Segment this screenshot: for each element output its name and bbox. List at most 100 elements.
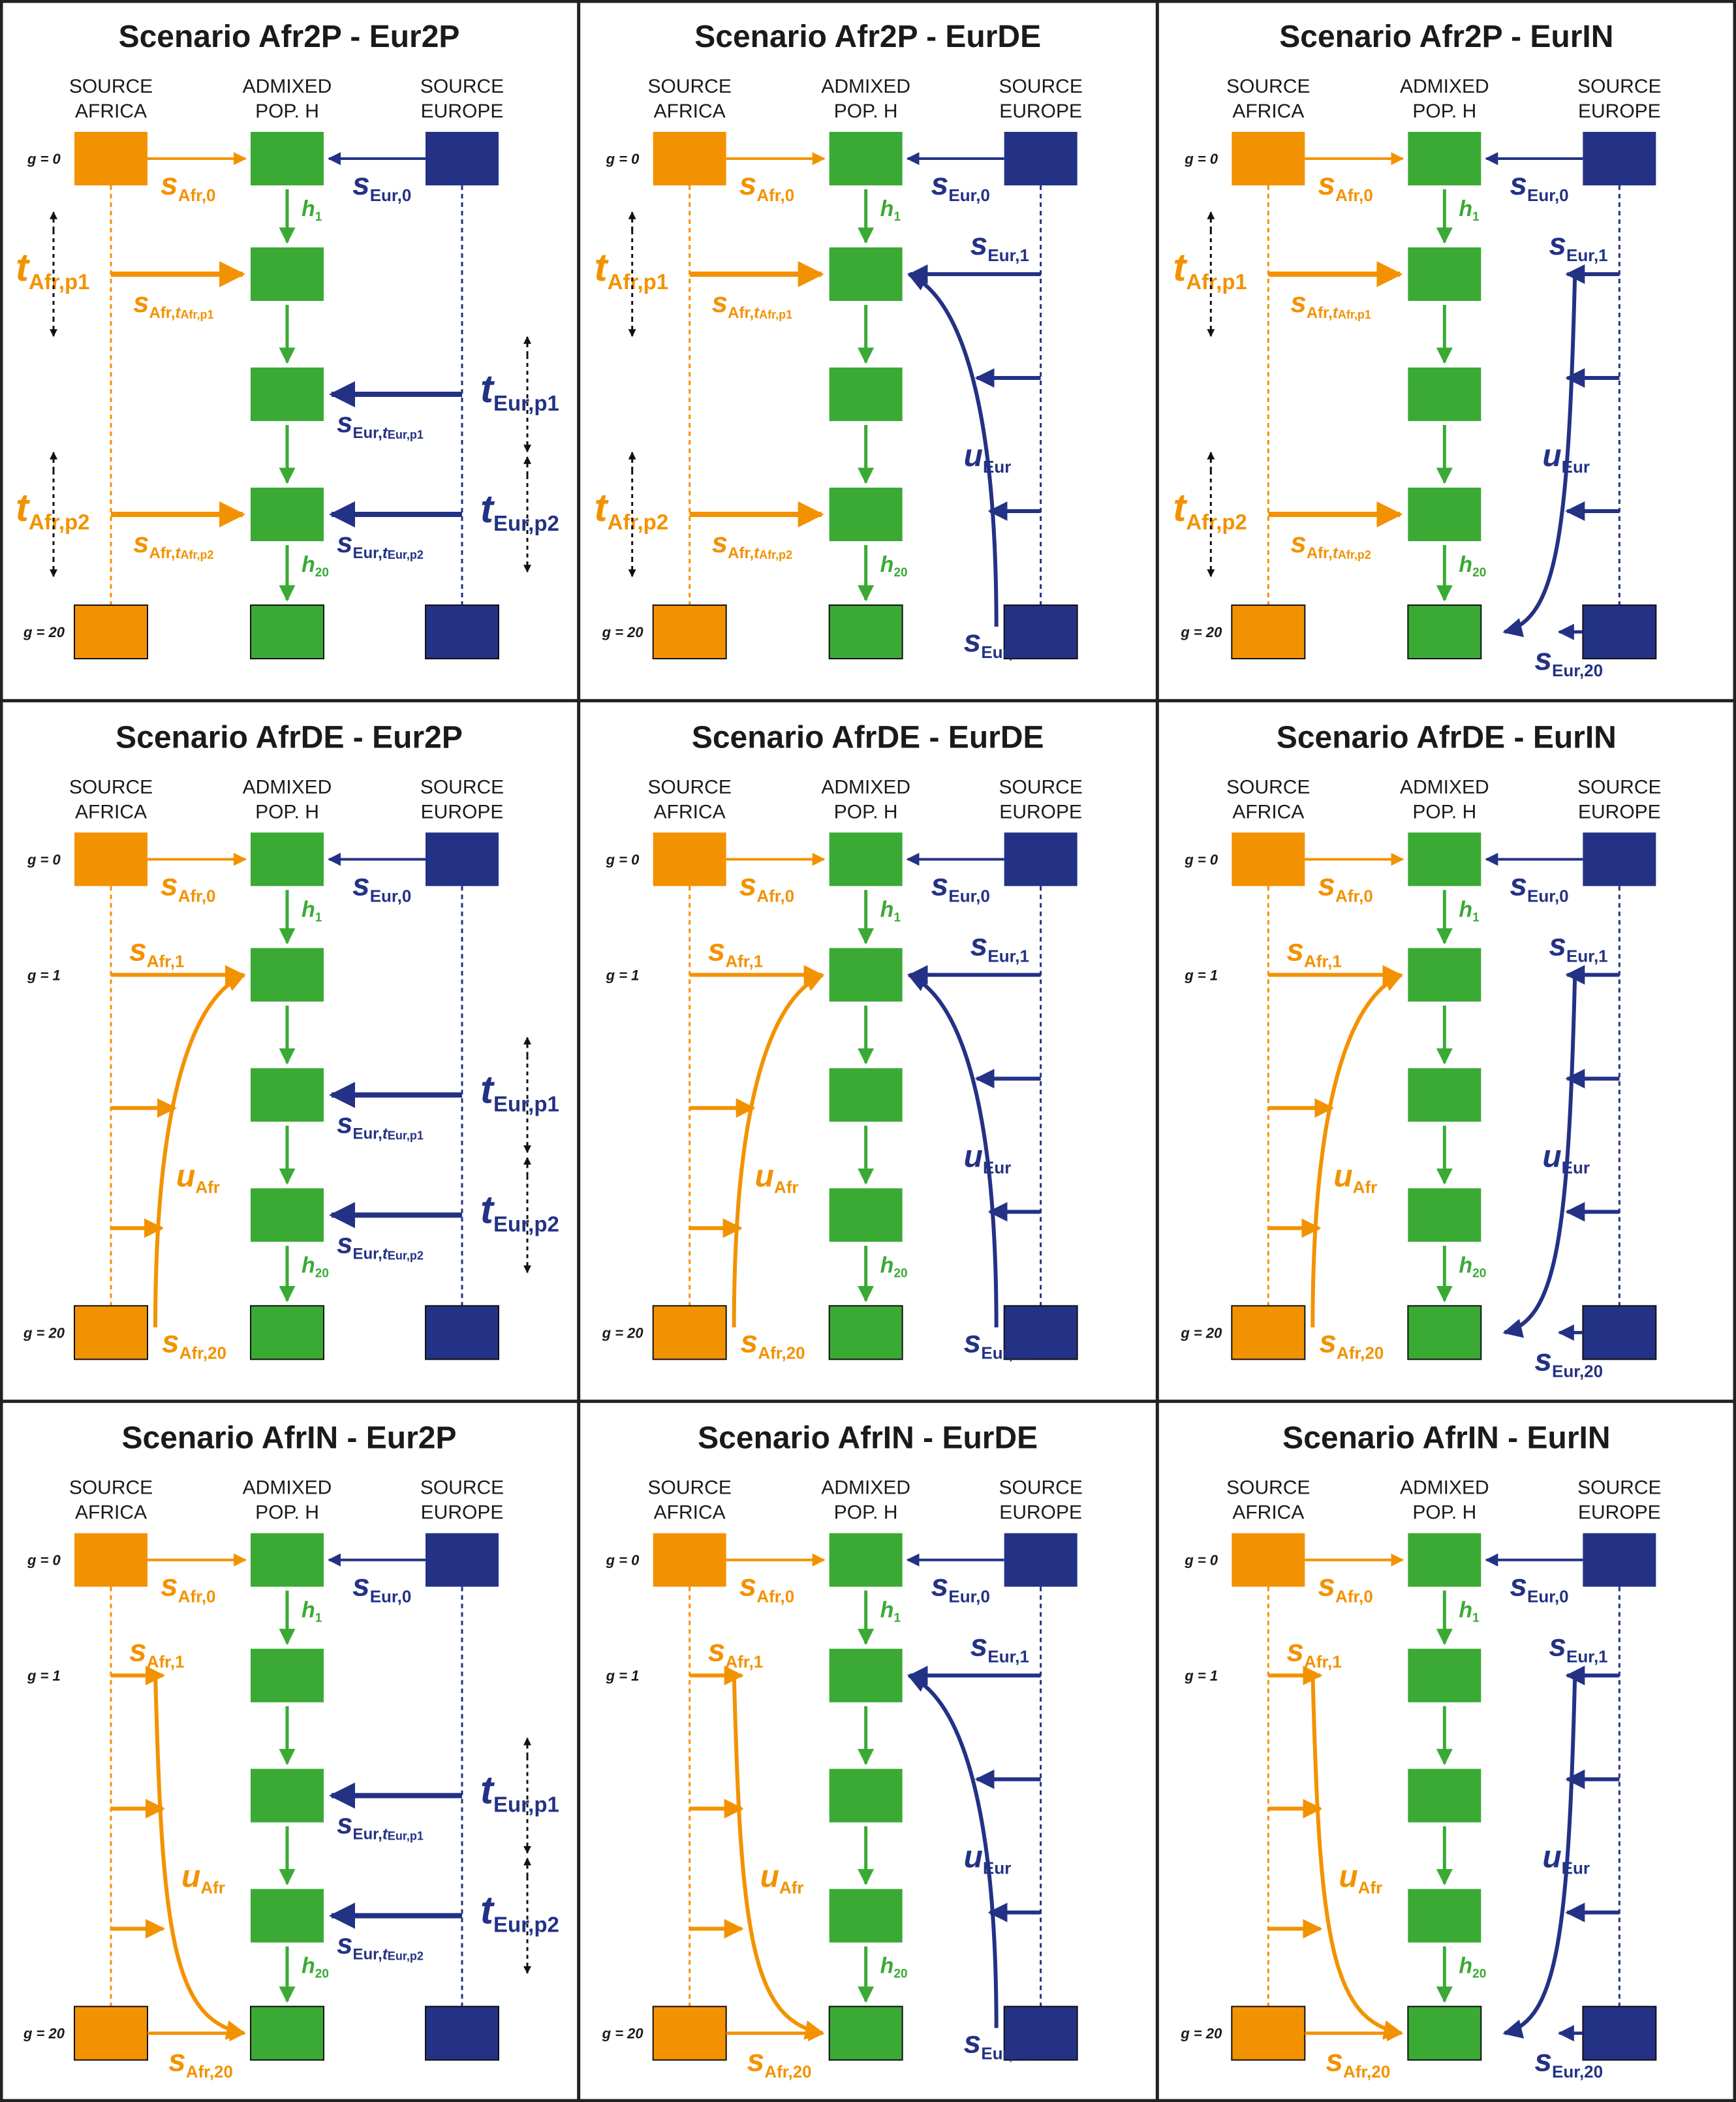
subscript: 20	[1472, 1267, 1486, 1281]
subscript: Eur,p1	[388, 428, 424, 441]
subscript: Afr,0	[756, 1587, 794, 1607]
source-africa-label-line2: AFRICA	[1232, 801, 1304, 823]
subscript: Eur,	[352, 424, 382, 442]
subscript: Eur,20	[981, 2044, 1032, 2063]
admixed-pop-label-line2: POP. H	[834, 1502, 898, 1524]
subscript: Afr,20	[764, 2062, 811, 2082]
source-europe-label-line1: SOURCE	[1577, 1477, 1661, 1499]
admixed-pop-label-line1: ADMIXED	[1400, 76, 1489, 97]
subscript: Afr,0	[178, 1587, 216, 1607]
subscript: t	[382, 1125, 388, 1142]
s-eur-1-label: sEur,1	[970, 1629, 1029, 1667]
s-afr-20-label: sAfr,20	[1325, 2044, 1390, 2082]
source-europe-label: SOURCE EUROPE	[420, 76, 504, 122]
t-eur-p2-label: tEur,p2	[480, 1889, 559, 1937]
generation-label-g0: g = 0	[1184, 851, 1218, 868]
admixed-box-3	[1408, 1188, 1481, 1242]
subscript: Eur,1	[1566, 946, 1608, 965]
panel-5: Scenario AfrDE - EurDE SOURCE AFRICA ADMIXE…	[602, 720, 1083, 1362]
europe-source-box-g20	[1003, 1305, 1078, 1360]
generation-label-g20: g = 20	[23, 2026, 65, 2042]
s-afr-1-label: sAfr,1	[1286, 933, 1342, 971]
subscript: 1	[893, 911, 901, 925]
h1-label: h1	[1459, 897, 1480, 924]
subscript: Eur,	[352, 1245, 382, 1263]
subscript: t	[382, 424, 388, 442]
panel-9: Scenario AfrIN - EurIN SOURCE AFRICA ADMIXE…	[1180, 1421, 1661, 2082]
admixed-pop-label-line2: POP. H	[255, 1502, 319, 1524]
subscript: Eur,0	[1527, 1587, 1569, 1607]
s-eur-t-p1-label: sEur,tEur,p1	[337, 407, 424, 442]
subscript: t	[382, 1946, 388, 1964]
admixed-pop-label: ADMIXED POP. H	[243, 1477, 332, 1524]
h20-label: h20	[880, 552, 908, 580]
admixed-pop-label-line1: ADMIXED	[821, 776, 910, 798]
europe-source-box-g20	[425, 604, 499, 659]
source-africa-label-line1: SOURCE	[647, 776, 731, 798]
admixed-box-3	[1408, 488, 1481, 541]
admixed-box-2	[251, 1768, 324, 1823]
h20-label: h20	[1459, 552, 1486, 580]
europe-source-box-g0	[1583, 132, 1656, 185]
subscript: Afr,1	[1304, 1652, 1342, 1672]
source-europe-label-line1: SOURCE	[999, 1477, 1082, 1499]
source-europe-label-line2: EUROPE	[1578, 101, 1661, 122]
s-afr-t-p2-label: sAfr,tAfr,p2	[712, 527, 793, 562]
subscript: Eur	[1562, 1859, 1590, 1878]
africa-source-box-g20	[1231, 1305, 1306, 1360]
admixed-pop-label-line2: POP. H	[834, 801, 898, 823]
panel-3: Scenario Afr2P - EurIN SOURCE AFRICA ADMIXE…	[1173, 20, 1661, 680]
subscript: Eur,0	[948, 185, 990, 205]
u-afr-label: uAfr	[176, 1159, 220, 1197]
t-eur-p2-label: tEur,p2	[480, 487, 559, 535]
s-eur-0-label: sEur,0	[352, 868, 411, 905]
panel-title: Scenario AfrDE - EurDE	[692, 720, 1044, 755]
subscript: Afr,p1	[181, 308, 214, 321]
s-afr-t-p1-label: sAfr,tAfr,p1	[712, 287, 793, 322]
europe-decay-curve	[907, 973, 999, 1328]
source-europe-label: SOURCE EUROPE	[1577, 776, 1661, 823]
s-eur-0-label: sEur,0	[1510, 868, 1568, 905]
subscript: t	[754, 544, 760, 562]
subscript: Eur,20	[1552, 2062, 1603, 2082]
source-africa-label-line2: AFRICA	[654, 1502, 726, 1524]
source-africa-label: SOURCE AFRICA	[69, 1477, 153, 1524]
s-afr-0-label: sAfr,0	[739, 1569, 795, 1607]
subscript: 1	[1472, 1612, 1480, 1625]
generation-label-g0: g = 0	[1184, 1552, 1218, 1569]
generation-label-g0: g = 0	[606, 1552, 640, 1569]
admixed-box-2	[251, 368, 324, 421]
panel-7: Scenario AfrIN - Eur2P SOURCE AFRICA ADMIXE…	[23, 1421, 559, 2082]
subscript: Afr	[774, 1177, 799, 1197]
subscript: Afr,0	[1335, 185, 1373, 205]
source-africa-label-line1: SOURCE	[1226, 776, 1310, 798]
admixed-box-4	[828, 604, 903, 659]
africa-source-box-g20	[74, 2005, 148, 2061]
subscript: Eur,p2	[493, 1912, 559, 1936]
admixed-pop-label: ADMIXED POP. H	[821, 776, 910, 823]
africa-source-box-g20	[1231, 2005, 1306, 2061]
subscript: Afr,0	[756, 886, 794, 905]
admixed-box-1	[829, 1648, 903, 1702]
admixed-box-1	[1408, 948, 1481, 1002]
s-afr-0-label: sAfr,0	[739, 868, 795, 905]
subscript: 20	[893, 1267, 907, 1281]
subscript: Afr,20	[758, 1343, 805, 1362]
h1-label: h1	[880, 897, 901, 924]
admixed-pop-label-line1: ADMIXED	[821, 76, 910, 97]
subscript: Afr,p1	[608, 270, 669, 294]
h1-label: h1	[302, 1598, 322, 1625]
s-eur-1-label: sEur,1	[1549, 1629, 1607, 1667]
panel-title: Scenario AfrIN - Eur2P	[121, 1421, 456, 1456]
source-europe-label: SOURCE EUROPE	[1577, 1477, 1661, 1524]
subscript: Afr,20	[179, 1343, 226, 1362]
source-africa-label-line2: AFRICA	[1232, 1502, 1304, 1524]
admixed-box-0	[251, 132, 324, 185]
admixed-box-4	[250, 2005, 324, 2061]
s-eur-20-label: sEur,20	[1534, 2044, 1603, 2082]
s-eur-0-label: sEur,0	[1510, 1569, 1568, 1607]
admixed-pop-label-line2: POP. H	[255, 801, 319, 823]
u-eur-label: uEur	[964, 1840, 1012, 1878]
source-europe-label: SOURCE EUROPE	[999, 1477, 1082, 1524]
admixed-box-3	[251, 1188, 324, 1242]
